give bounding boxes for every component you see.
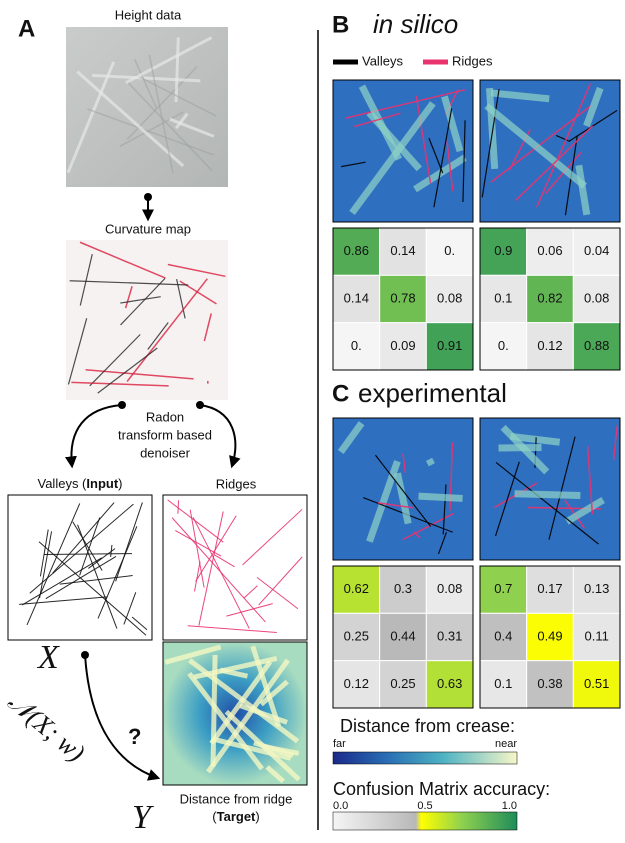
colorbar-label: near — [495, 738, 517, 750]
matrix-value: 0.06 — [537, 243, 562, 258]
crease — [429, 459, 432, 464]
figure: A Height data Curvature map Radon transf… — [0, 0, 625, 838]
matrix-value: 0.88 — [584, 338, 609, 353]
crease — [178, 500, 179, 514]
panel-label: C — [332, 380, 349, 407]
matrix-value: 0.7 — [494, 581, 512, 596]
caption-part: Input — [86, 476, 118, 491]
simulation-image — [333, 80, 473, 222]
matrix-value: 0. — [444, 243, 455, 258]
symbol: Y — [132, 799, 154, 836]
caption: Height data — [115, 7, 182, 22]
matrix-value: 0.82 — [537, 290, 562, 305]
simulation-image — [480, 80, 620, 222]
question-mark: ? — [128, 724, 141, 749]
caption: (Target) — [212, 809, 259, 824]
caption-part: Valleys ( — [38, 476, 88, 491]
matrix-value: 0.51 — [584, 676, 609, 691]
colorbar-title: Distance from crease: — [340, 716, 515, 736]
arrow — [85, 655, 158, 778]
legend-label: Valleys — [362, 53, 403, 68]
matrix-value: 0.08 — [584, 290, 609, 305]
colorbar — [333, 812, 517, 830]
colorbar-label: far — [333, 738, 346, 750]
matrix-value: 0.25 — [344, 628, 369, 643]
colorbar-tick-label: 0.5 — [417, 800, 432, 812]
matrix-value: 0.1 — [494, 290, 512, 305]
matrix-value: 0.62 — [344, 581, 369, 596]
matrix-value: 0.38 — [537, 676, 562, 691]
caption-part: Target — [217, 809, 256, 824]
matrix-value: 0.49 — [537, 628, 562, 643]
legend-label: Ridges — [452, 53, 493, 68]
matrix-value: 0.12 — [344, 676, 369, 691]
caption-part: ) — [118, 476, 122, 491]
matrix-value: 0.78 — [390, 290, 415, 305]
matrix-value: 0.14 — [344, 290, 369, 305]
height-image — [66, 27, 228, 187]
matrix-value: 0.91 — [437, 338, 462, 353]
matrix-value: 0.14 — [390, 243, 415, 258]
matrix-value: 0.25 — [390, 676, 415, 691]
matrix-value: 0.12 — [537, 338, 562, 353]
panel-title: experimental — [358, 378, 507, 408]
caption: Ridges — [216, 476, 257, 491]
simulation-image — [480, 418, 620, 560]
simulation-image — [333, 418, 473, 560]
caption: Curvature map — [105, 221, 191, 236]
crease — [419, 496, 463, 498]
caption: Valleys (Input) — [38, 476, 123, 491]
caption-part: ) — [255, 809, 259, 824]
matrix-value: 0. — [498, 338, 509, 353]
caption: Radon — [146, 409, 184, 424]
matrix-value: 0.13 — [584, 581, 609, 596]
symbol: X — [36, 639, 60, 676]
matrix-value: 0.08 — [437, 581, 462, 596]
matrix-value: 0.1 — [494, 676, 512, 691]
matrix-value: 0.17 — [537, 581, 562, 596]
matrix-value: 0.4 — [494, 628, 512, 643]
matrix-value: 0.9 — [494, 243, 512, 258]
matrix-value: 0.04 — [584, 243, 609, 258]
matrix-value: 0.3 — [394, 581, 412, 596]
caption: denoiser — [140, 445, 191, 460]
colorbar-tick-label: 0.0 — [333, 800, 348, 812]
matrix-value: 0.09 — [390, 338, 415, 353]
matrix-value: 0.63 — [437, 676, 462, 691]
colorbar — [333, 752, 517, 764]
crease — [515, 494, 581, 496]
caption: Distance from ridge — [180, 791, 293, 806]
panel-label: B — [332, 11, 349, 38]
colorbar-title: Confusion Matrix accuracy: — [333, 779, 550, 799]
matrix-value: 0.11 — [584, 628, 608, 643]
matrix-value: 0. — [351, 338, 362, 353]
matrix-value: 0.44 — [390, 628, 415, 643]
matrix-value: 0.08 — [437, 290, 462, 305]
model: 𝒩(X; w) — [2, 687, 90, 767]
arrow — [71, 405, 122, 466]
colorbar-tick-label: 1.0 — [502, 800, 517, 812]
panel-title: in silico — [373, 9, 458, 39]
caption: transform based — [118, 427, 212, 442]
panel-label: A — [18, 15, 35, 42]
matrix-value: 0.31 — [437, 628, 462, 643]
matrix-value: 0.86 — [344, 243, 369, 258]
